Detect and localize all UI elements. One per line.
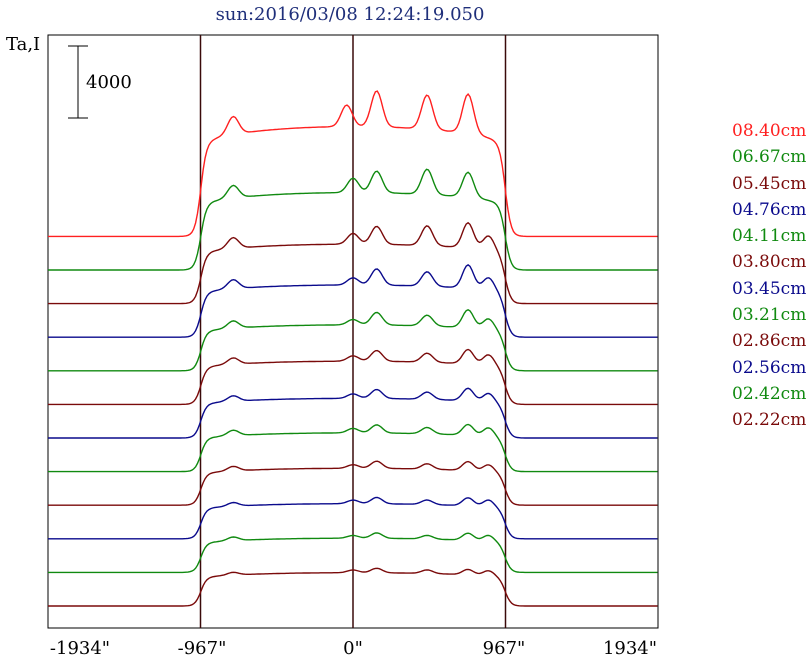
legend-entry: 03.21cm — [732, 305, 807, 326]
profile-line — [48, 348, 658, 406]
legend-entry: 05.45cm — [732, 173, 807, 194]
profile-line — [48, 309, 658, 372]
x-tick-label: -967" — [177, 638, 227, 659]
x-tick-label: 967" — [482, 638, 526, 659]
legend-entry: 08.40cm — [732, 121, 807, 141]
x-tick-label: 0" — [343, 638, 363, 659]
legend-entry: 06.67cm — [732, 147, 807, 168]
profile-line — [48, 496, 658, 540]
profile-line — [48, 460, 658, 506]
scale-bar-label: 4000 — [86, 72, 132, 93]
legend-entry: 03.80cm — [732, 252, 807, 273]
legend-entry: 02.42cm — [732, 383, 807, 404]
profile-line — [48, 387, 658, 439]
profile-line — [48, 567, 658, 607]
profile-line — [48, 532, 658, 574]
legend-entry: 02.22cm — [732, 410, 807, 431]
legend-entry: 02.56cm — [732, 357, 807, 378]
y-axis-label: Ta,I — [6, 34, 41, 55]
legend-entry: 03.45cm — [732, 278, 807, 299]
scale-bar — [68, 45, 88, 119]
profile-line — [48, 168, 658, 271]
profile-line — [48, 423, 658, 473]
profile-line — [48, 264, 658, 338]
chart-title: sun:2016/03/08 12:24:19.050 — [215, 4, 485, 25]
legend: 08.40cm 06.67cm 05.45cm 04.76cm 04.11cm … — [732, 118, 806, 434]
x-tick-label: 1934" — [602, 638, 658, 659]
profile-line — [48, 221, 658, 305]
legend-entry: 02.86cm — [732, 331, 807, 352]
x-tick-label: -1934" — [49, 638, 111, 659]
legend-entry: 04.76cm — [732, 199, 807, 220]
legend-entry: 04.11cm — [732, 226, 807, 247]
profile-line — [48, 90, 658, 238]
